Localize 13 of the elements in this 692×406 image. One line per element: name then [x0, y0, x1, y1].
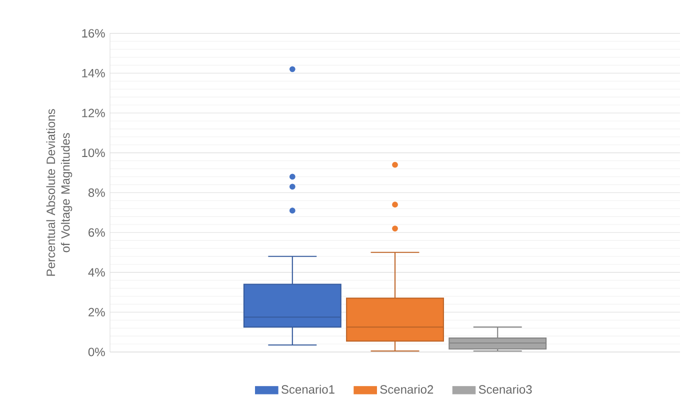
legend-label: Scenario3 [478, 384, 532, 394]
legend-label: Scenario1 [282, 384, 334, 394]
y-tick-label: 2% [88, 308, 105, 316]
y-tick-label: 12% [82, 108, 105, 118]
y-tick-label: 14% [82, 68, 105, 78]
y-tick-label: 6% [88, 228, 105, 237]
legend-label: Scenario2 [380, 384, 434, 394]
y-tick-label: 8% [88, 188, 105, 197]
y-tick-label: 0% [88, 348, 105, 356]
y-tick-label: 10% [82, 148, 105, 158]
y-axis-title: Percentual Absolute Deviations of Voltage Magnitudes [46, 109, 72, 276]
y-tick-label: 16% [82, 29, 105, 38]
y-tick-label: 4% [88, 268, 105, 277]
